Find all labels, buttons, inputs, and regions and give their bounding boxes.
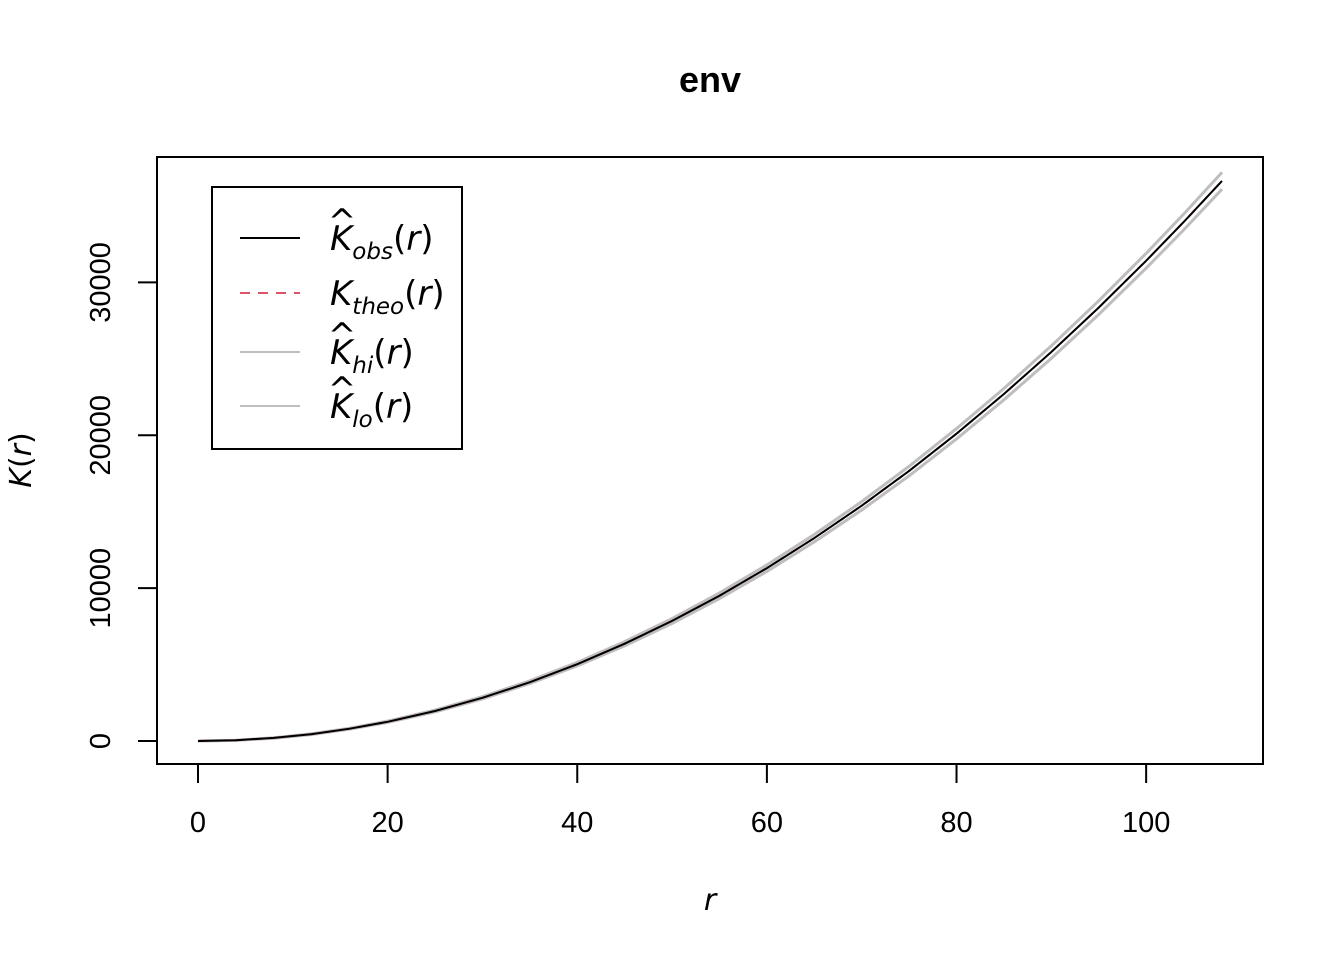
y-axis-label-close: ) — [4, 432, 39, 444]
legend-variable: r — [386, 387, 402, 427]
legend-paren-close: ) — [401, 333, 414, 373]
series-layer — [197, 171, 1224, 743]
legend-variable: r — [417, 274, 433, 314]
x-tick-label: 20 — [371, 807, 403, 839]
y-tick-label: 20000 — [85, 395, 117, 476]
legend-hat: ^ — [328, 202, 357, 242]
chart-title: env — [679, 59, 741, 100]
legend-hat: ^ — [328, 316, 357, 356]
legend-subscript: obs — [352, 239, 393, 265]
legend-paren-close: ) — [420, 219, 433, 259]
legend-label-hi: Khi(r) — [330, 333, 414, 379]
legend-label-lo: Klo(r) — [330, 387, 413, 433]
legend-paren-open: ( — [393, 219, 406, 259]
legend-label-obs: Kobs(r) — [330, 219, 433, 265]
x-axis: 0 20 40 60 80 100 — [190, 763, 1170, 839]
legend-subscript: hi — [352, 353, 374, 379]
x-tick-label: 80 — [940, 807, 972, 839]
y-axis-label: K(r) — [4, 432, 39, 487]
legend-hat: ^ — [328, 370, 357, 410]
y-tick-label: 30000 — [85, 242, 117, 323]
y-axis-label-open: ( — [4, 456, 39, 468]
legend-symbol: K — [330, 219, 355, 259]
legend-paren-open: ( — [404, 274, 417, 314]
legend: Kobs(r)^Ktheo(r)Khi(r)^Klo(r)^ — [211, 186, 463, 450]
legend-subscript: lo — [352, 407, 372, 433]
x-tick-label: 100 — [1122, 807, 1170, 839]
legend-subscript: theo — [352, 294, 404, 320]
legend-paren-close: ) — [400, 387, 413, 427]
x-tick-label: 0 — [190, 807, 206, 839]
series-obs-line — [197, 180, 1223, 742]
legend-paren-close: ) — [431, 274, 444, 314]
y-axis: 0 10000 20000 30000 — [85, 242, 158, 749]
legend-paren-open: ( — [373, 333, 386, 373]
legend-variable: r — [387, 333, 403, 373]
x-tick-label: 60 — [751, 807, 783, 839]
x-tick-label: 40 — [561, 807, 593, 839]
y-tick-label: 10000 — [85, 548, 117, 629]
legend-paren-open: ( — [373, 387, 386, 427]
legend-label-theo: Ktheo(r) — [330, 274, 445, 320]
legend-symbol: K — [330, 274, 355, 314]
y-tick-label: 0 — [85, 733, 117, 749]
x-axis-label: r — [704, 883, 718, 918]
y-axis-label-base: K — [4, 466, 39, 488]
legend-symbol: K — [330, 333, 355, 373]
legend-variable: r — [406, 219, 422, 259]
y-axis-label-var: r — [4, 442, 39, 456]
legend-symbol: K — [330, 387, 355, 427]
